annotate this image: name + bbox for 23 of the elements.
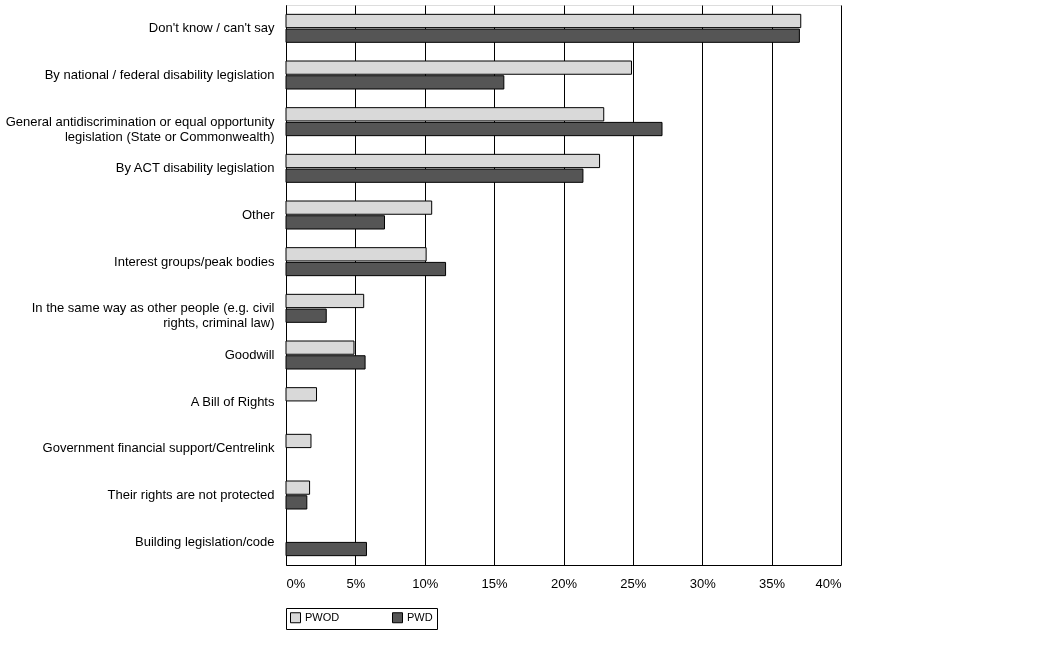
x-tick-label: 35% <box>759 575 786 591</box>
x-tick-label: 10% <box>412 575 439 591</box>
x-tick-label: 30% <box>689 575 717 591</box>
y-tick-label: Interest groups/peak bodies <box>114 253 275 269</box>
y-tick-label: Building legislation/code <box>135 533 275 549</box>
y-tick-label: In the same way as other people (e.g. civil rights, criminal law) <box>31 300 275 331</box>
y-tick-label: By ACT disability legislation <box>115 160 275 176</box>
x-tick-label: 40% <box>815 575 842 591</box>
y-tick-label: A Bill of Rights <box>190 393 275 409</box>
legend-label: PWD <box>407 610 433 623</box>
legend-label: PWOD <box>305 610 340 623</box>
x-tick-label: 15% <box>481 575 509 591</box>
y-tick-label: General antidiscrimination or equal opportunity legislation (State or Commonwealth) <box>5 113 275 144</box>
y-tick-label: Goodwill <box>224 347 275 362</box>
y-tick-label: By national / federal disability legislation <box>44 67 275 82</box>
x-tick-label: 25% <box>620 575 647 591</box>
x-tick-label: 0% <box>286 575 306 591</box>
y-tick-label: Other <box>241 207 276 222</box>
x-tick-label: 5% <box>346 575 366 591</box>
y-tick-label: Their rights are not protected <box>107 487 275 502</box>
x-tick-label: 20% <box>550 575 578 591</box>
y-tick-label: Government financial support/Centrelink <box>42 440 275 456</box>
y-tick-label: Don't know / can't say <box>148 20 275 36</box>
